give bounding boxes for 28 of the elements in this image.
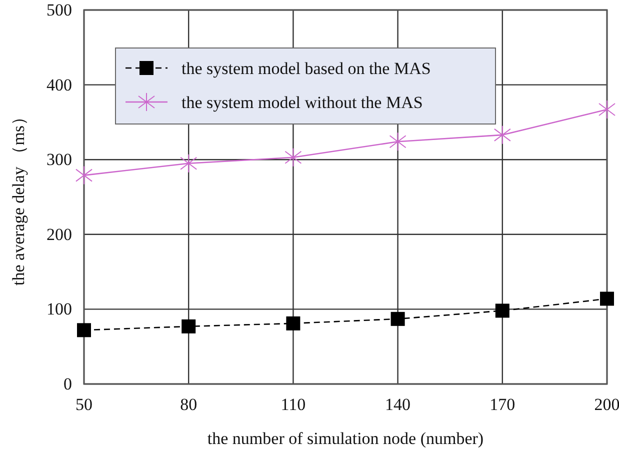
point — [390, 312, 405, 326]
point — [180, 154, 198, 173]
y-axis-title: the average delay （ms） — [9, 108, 28, 286]
point — [598, 100, 616, 119]
y-tick-label: 0 — [64, 374, 72, 394]
point — [495, 304, 510, 318]
x-tick-label: 140 — [385, 395, 411, 414]
y-tick-label: 500 — [46, 0, 72, 20]
y-tick-label: 300 — [46, 150, 72, 170]
legend-label: the system model based on the MAS — [182, 59, 431, 78]
point — [389, 132, 406, 152]
point — [182, 319, 196, 334]
x-tick-label: 80 — [180, 395, 198, 414]
x-tick-label: 110 — [280, 395, 306, 414]
x-tick-label: 200 — [594, 395, 619, 414]
point — [600, 292, 614, 306]
point — [76, 166, 92, 185]
x-axis-title: the number of simulation node (number) — [207, 429, 484, 448]
point — [77, 323, 91, 338]
y-tick-label: 200 — [46, 224, 72, 244]
point — [286, 316, 300, 330]
legend-label: the system model without the MAS — [182, 93, 423, 112]
y-tick-label: 100 — [46, 300, 72, 319]
y-tick-label: 400 — [46, 75, 72, 94]
point — [494, 125, 511, 144]
x-tick-label: 170 — [490, 395, 516, 414]
point — [284, 148, 302, 167]
x-tick-label: 50 — [76, 395, 92, 414]
